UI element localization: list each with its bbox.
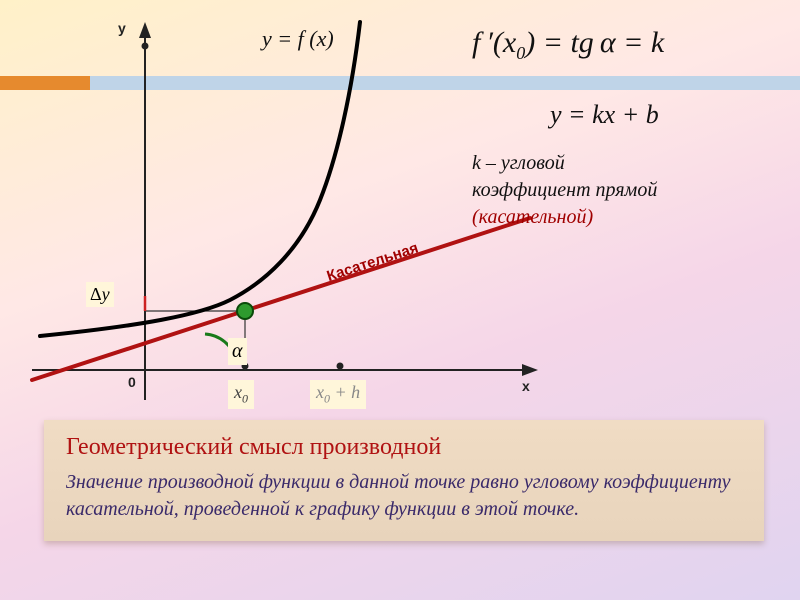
origin-label: 0 (128, 374, 136, 390)
x-axis-arrow (522, 364, 538, 376)
x-axis-label: x (522, 378, 530, 394)
x0h-label: x0 + h (310, 380, 366, 409)
formula-line: y = kx + b (550, 100, 659, 130)
y-axis-arrow (139, 22, 151, 38)
formula-y-fx: y = f (x) (262, 26, 334, 52)
formula-derivative: f ′(x0) = tg α = k (472, 26, 664, 64)
coefficient-note: k – угловой коэффициент прямой (касатель… (472, 150, 657, 231)
x0-label: x0 (228, 380, 254, 409)
dot-x0h-tick (337, 363, 344, 370)
alpha-label: α (228, 338, 247, 365)
tangent-point (237, 303, 253, 319)
explanation-body: Значение производной функции в данной то… (66, 469, 742, 523)
dot-on-y-axis (142, 43, 149, 50)
explanation-box: Геометрический смысл производной Значени… (44, 420, 764, 541)
explanation-title: Геометрический смысл производной (66, 434, 742, 461)
y-axis-label: y (118, 20, 126, 36)
delta-y-label: Δy (86, 282, 114, 307)
